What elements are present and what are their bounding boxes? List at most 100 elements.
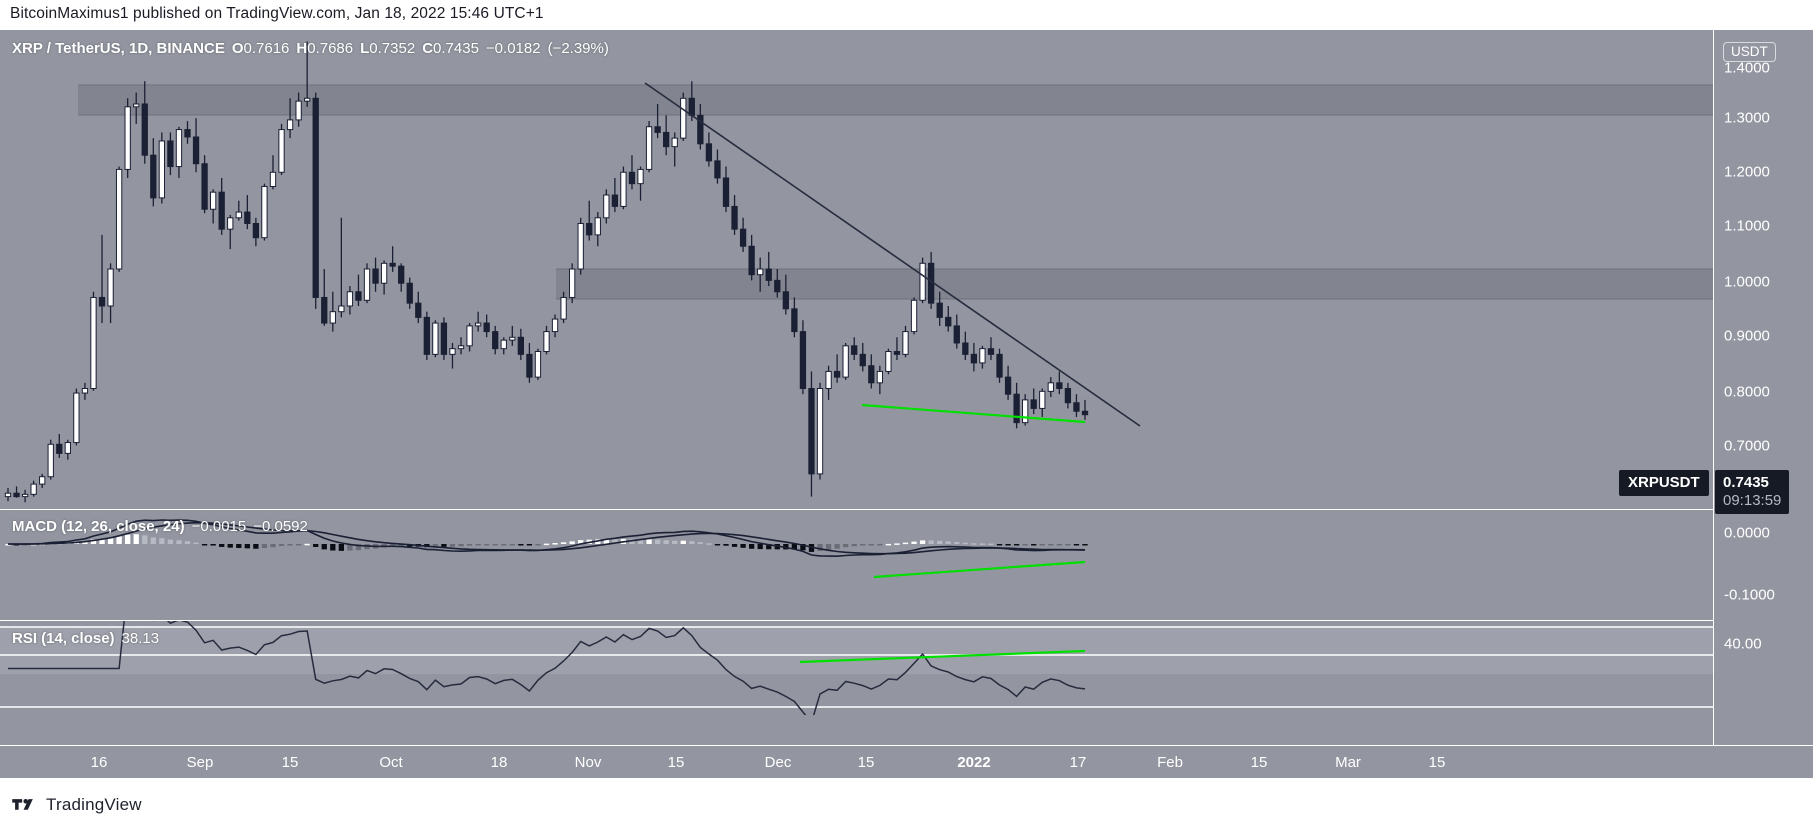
currency-badge[interactable]: USDT bbox=[1723, 42, 1776, 62]
price-support-trendline[interactable] bbox=[861, 403, 1086, 424]
legend-symbol[interactable]: XRP / TetherUS, 1D, BINANCE bbox=[12, 40, 225, 57]
macd-histogram-bar bbox=[603, 538, 609, 544]
candle-body bbox=[543, 331, 550, 353]
current-price-tag[interactable]: 0.7435 09:13:59 bbox=[1715, 470, 1790, 514]
macd-legend: MACD (12, 26, close, 24) −0.0015 −0.0592 bbox=[12, 518, 308, 535]
macd-histogram-bar bbox=[338, 544, 345, 551]
macd-histogram-bar bbox=[714, 544, 721, 546]
time-label-item: 15 bbox=[281, 754, 299, 771]
candle-body bbox=[39, 476, 46, 485]
macd-histogram-bar bbox=[1056, 544, 1063, 546]
candle-body bbox=[645, 126, 653, 170]
candle-body bbox=[611, 194, 619, 207]
candle-body bbox=[603, 194, 610, 219]
macd-histogram-bar bbox=[167, 539, 174, 544]
candle-body bbox=[671, 137, 678, 148]
legend-open-key: O bbox=[231, 40, 244, 57]
candle-body bbox=[577, 222, 584, 270]
legend-low-value: 0.7352 bbox=[369, 40, 416, 57]
candle-body bbox=[363, 268, 371, 301]
resistance-zone-1 bbox=[78, 84, 1713, 116]
macd-histogram-bar bbox=[800, 544, 806, 551]
candle-body bbox=[722, 177, 730, 207]
macd-divergence-line[interactable] bbox=[873, 560, 1086, 579]
macd-histogram-bar bbox=[885, 543, 892, 546]
candle-body bbox=[945, 316, 952, 327]
candle-body bbox=[415, 302, 422, 318]
candle-body bbox=[423, 316, 430, 355]
candle-body bbox=[90, 296, 97, 390]
candle-body bbox=[141, 103, 148, 156]
macd-pane[interactable]: MACD (12, 26, close, 24) −0.0015 −0.0592 bbox=[0, 509, 1713, 619]
macd-histogram-bar bbox=[654, 539, 661, 544]
price-axis[interactable]: USDT 1.4000 1.3000 1.2000 1.1000 1.0000 0.900… bbox=[1713, 30, 1813, 778]
candle-body bbox=[124, 106, 131, 170]
candle-body bbox=[474, 322, 482, 327]
macd-legend-title[interactable]: MACD (12, 26, close, 24) bbox=[12, 518, 185, 535]
candle-body bbox=[654, 126, 661, 133]
price-chart-svg bbox=[4, 41, 1713, 503]
resistance-zone-2 bbox=[556, 268, 1713, 300]
macd-histogram-bar bbox=[304, 543, 310, 546]
footer: TradingView bbox=[12, 795, 142, 815]
candle-body bbox=[1073, 402, 1080, 412]
macd-histogram-bar bbox=[569, 541, 575, 544]
candle-body bbox=[107, 268, 114, 307]
macd-histogram-bar bbox=[253, 544, 259, 549]
candle-body bbox=[851, 345, 858, 355]
macd-histogram-bar bbox=[663, 540, 669, 544]
time-label-item: 15 bbox=[857, 754, 875, 771]
rsi-divergence-line[interactable] bbox=[799, 649, 1086, 664]
price-label-item: 0.7000 bbox=[1724, 437, 1770, 455]
macd-histogram-bar bbox=[347, 544, 353, 551]
macd-histogram-bar bbox=[1005, 544, 1011, 546]
price-pane[interactable]: XRP / TetherUS, 1D, BINANCE O0.7616 H0.768… bbox=[0, 30, 1713, 508]
macd-histogram-bar bbox=[107, 538, 114, 544]
macd-histogram-bar bbox=[962, 542, 968, 545]
candle-body bbox=[526, 353, 533, 378]
candle-body bbox=[509, 336, 516, 341]
macd-histogram-bar bbox=[355, 544, 362, 551]
candle-body bbox=[278, 129, 285, 173]
rsi-pane[interactable]: RSI (14, close) 38.13 bbox=[0, 620, 1713, 715]
macd-histogram-bar bbox=[748, 544, 755, 549]
candle-body bbox=[73, 392, 80, 444]
candle-body bbox=[1047, 382, 1054, 392]
macd-histogram-bar bbox=[159, 538, 165, 544]
macd-histogram-bar bbox=[1031, 544, 1037, 546]
candle-body bbox=[244, 211, 251, 224]
candle-body bbox=[1064, 388, 1072, 404]
macd-histogram-bar bbox=[535, 544, 541, 546]
candle-body bbox=[953, 325, 960, 344]
candle-body bbox=[30, 483, 37, 495]
candle-body bbox=[825, 370, 832, 389]
candle-body bbox=[81, 388, 89, 394]
price-label-item: 0.9000 bbox=[1724, 327, 1770, 345]
candle-body bbox=[286, 119, 294, 131]
rsi-legend-title[interactable]: RSI (14, close) bbox=[12, 630, 115, 647]
candle-body bbox=[731, 205, 738, 230]
candle-body bbox=[979, 348, 986, 364]
macd-histogram-bar bbox=[689, 541, 695, 544]
macd-histogram-bar bbox=[766, 544, 772, 550]
time-axis[interactable]: 16 Sep 15 Oct 18 Nov 15 Dec 15 2022 17 Feb 15 Mar 15 bbox=[0, 745, 1813, 778]
candle-body bbox=[791, 308, 798, 333]
macd-histogram-bar bbox=[475, 544, 481, 546]
macd-histogram-bar bbox=[731, 544, 738, 547]
price-tag-symbol[interactable]: XRPUSDT bbox=[1619, 470, 1709, 496]
macd-histogram-bar bbox=[1073, 544, 1080, 546]
tradingview-logo-icon bbox=[12, 797, 38, 814]
macd-histogram-bar bbox=[458, 544, 464, 547]
macd-histogram-bar bbox=[236, 544, 242, 548]
candle-body bbox=[1039, 390, 1046, 409]
candle-body bbox=[893, 351, 901, 355]
macd-histogram-bar bbox=[945, 541, 951, 544]
candle-body bbox=[594, 217, 601, 236]
macd-histogram-bar bbox=[723, 544, 729, 546]
candle-body bbox=[295, 100, 302, 121]
candle-body bbox=[962, 342, 969, 355]
macd-histogram-bar bbox=[979, 543, 986, 545]
macd-legend-value-2: −0.0592 bbox=[253, 518, 308, 535]
descending-trendline[interactable] bbox=[644, 82, 1141, 427]
candle-body bbox=[389, 262, 396, 267]
